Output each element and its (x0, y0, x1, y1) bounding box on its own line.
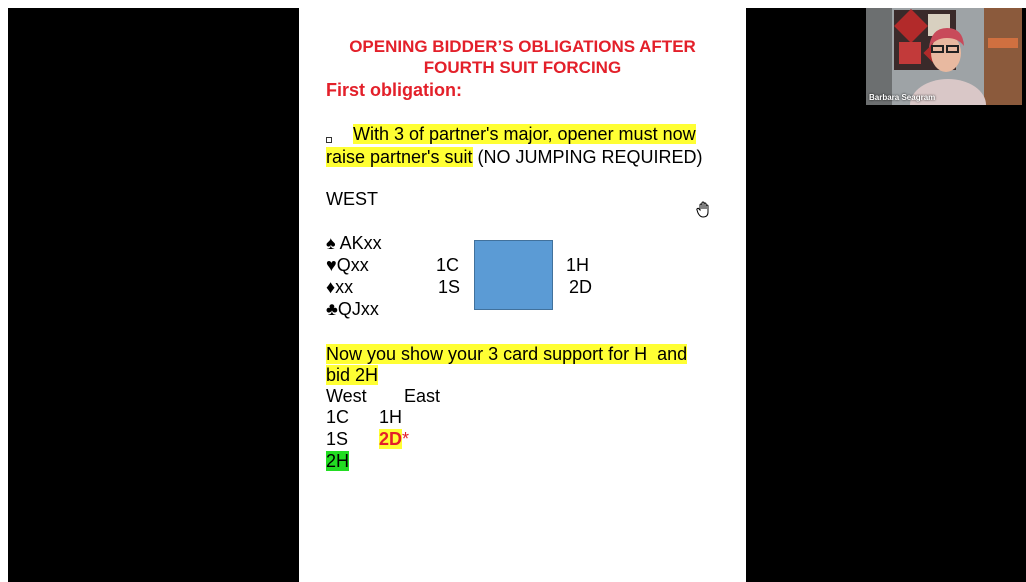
bid: 2D (569, 276, 592, 298)
hand-suit: ♣QJxx (326, 298, 379, 320)
participant-video: Barbara Seagram (866, 8, 1022, 105)
hand-suit: ♥Qxx (326, 254, 369, 276)
hand-label: WEST (326, 188, 378, 210)
participant-name: Barbara Seagram (869, 93, 935, 102)
seq-header: East (404, 385, 440, 407)
seq-bid: 1C (326, 406, 349, 428)
bid: 1S (438, 276, 460, 298)
bullet-icon (326, 137, 332, 143)
answer-bid: 2H (326, 451, 349, 471)
hand-cursor (696, 201, 712, 219)
hand-suit: ♦xx (326, 276, 353, 298)
heading: First obligation: (326, 79, 462, 101)
shared-slide: OPENING BIDDER’S OBLIGATIONS AFTER FOURT… (299, 8, 746, 582)
bid: 1H (566, 254, 589, 276)
slide-title: OPENING BIDDER’S OBLIGATIONS AFTER (299, 36, 746, 58)
blue-box (474, 240, 553, 310)
hand-suit: ♠ AKxx (326, 232, 382, 254)
seq-bid: 1H (379, 406, 402, 428)
seq-bid: 2D (379, 429, 402, 449)
seq-bid: 1S (326, 428, 348, 450)
note: Now you show your 3 card support for H a… (326, 344, 687, 364)
bullet-text: raise partner's suit (326, 147, 473, 167)
alert-marker: * (402, 429, 409, 449)
seq-header: West (326, 385, 367, 407)
bullet-text: (NO JUMPING REQUIRED) (478, 147, 703, 167)
bid: 1C (436, 254, 459, 276)
video-frame (866, 8, 1022, 105)
slide-title: FOURTH SUIT FORCING (299, 57, 746, 79)
page: {"slide": { "title": ["OPENING BIDDER’S … (0, 0, 1026, 582)
bullet-text: With 3 of partner's major, opener must n… (353, 124, 696, 144)
note: bid 2H (326, 365, 378, 385)
